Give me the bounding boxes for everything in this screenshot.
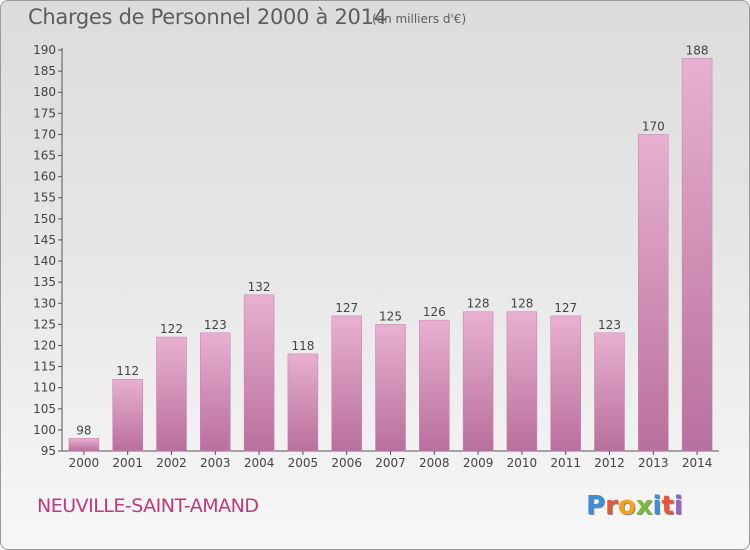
- y-tick-label: 125: [33, 317, 56, 331]
- bar-value-label: 128: [510, 297, 533, 311]
- x-tick-label: 2005: [288, 456, 319, 470]
- x-tick-label: 2010: [507, 456, 538, 470]
- y-tick-label: 155: [33, 191, 56, 205]
- bar-value-label: 123: [204, 318, 227, 332]
- logo-letter: r: [605, 491, 618, 521]
- y-tick-label: 185: [33, 64, 56, 78]
- x-tick-label: 2011: [550, 456, 581, 470]
- x-tick-label: 2008: [419, 456, 450, 470]
- bar-2002: [156, 336, 187, 452]
- commune-name: NEUVILLE-SAINT-AMAND: [37, 495, 259, 517]
- bar-value-label: 170: [642, 119, 665, 133]
- logo-letter: i: [652, 491, 662, 521]
- x-tick-label: 2000: [69, 456, 100, 470]
- bar-2004: [243, 294, 275, 452]
- proxiti-logo[interactable]: Proxiti: [586, 491, 683, 521]
- logo-letter: o: [617, 491, 636, 521]
- y-tick-label: 135: [33, 275, 56, 289]
- y-tick-label: 180: [33, 85, 56, 99]
- bar-value-label: 128: [467, 297, 490, 311]
- x-tick-label: 2013: [638, 456, 669, 470]
- bar-2008: [419, 319, 450, 452]
- x-tick-label: 2006: [331, 456, 362, 470]
- y-tick-label: 110: [33, 381, 56, 395]
- x-tick-label: 2014: [682, 456, 713, 470]
- bar-2003: [200, 332, 231, 452]
- y-tick-label: 165: [33, 149, 56, 163]
- bar-value-label: 127: [335, 301, 358, 315]
- bar-value-label: 125: [379, 309, 402, 323]
- x-tick-label: 2001: [112, 456, 143, 470]
- bar-2011: [550, 315, 581, 452]
- logo-letter: i: [673, 491, 683, 521]
- y-tick-label: 105: [33, 402, 56, 416]
- bar-value-label: 132: [248, 280, 271, 294]
- bar-value-label: 123: [598, 318, 621, 332]
- bar-2010: [506, 311, 538, 452]
- logo-letter: t: [661, 491, 674, 521]
- y-tick-label: 160: [33, 170, 56, 184]
- y-tick-label: 120: [33, 338, 56, 352]
- y-tick-label: 130: [33, 296, 56, 310]
- y-tick-label: 190: [33, 43, 56, 57]
- y-tick-label: 175: [33, 106, 56, 120]
- bar-2013: [638, 134, 669, 452]
- x-tick-label: 2004: [244, 456, 275, 470]
- chart-subtitle: (en milliers d'€): [372, 12, 467, 26]
- bar-value-label: 126: [423, 305, 446, 319]
- y-tick-label: 150: [33, 212, 56, 226]
- bar-2007: [375, 324, 406, 452]
- x-tick-label: 2007: [375, 456, 406, 470]
- bar-2005: [287, 353, 319, 452]
- logo-letter: P: [586, 491, 606, 521]
- y-tick-label: 95: [41, 444, 56, 458]
- bar-value-label: 188: [686, 43, 709, 57]
- y-tick-label: 140: [33, 254, 56, 268]
- bar-2012: [594, 332, 625, 452]
- chart-title: Charges de Personnel 2000 à 2014: [28, 5, 387, 29]
- bar-value-label: 112: [116, 364, 139, 378]
- bar-2014: [681, 58, 713, 452]
- bar-value-label: 118: [291, 339, 314, 353]
- y-tick-label: 115: [33, 360, 56, 374]
- y-tick-label: 170: [33, 127, 56, 141]
- x-tick-label: 2002: [156, 456, 187, 470]
- bar-value-label: 127: [554, 301, 577, 315]
- x-tick-label: 2003: [200, 456, 231, 470]
- x-tick-label: 2009: [463, 456, 494, 470]
- bar-2009: [462, 311, 494, 452]
- bar-value-label: 98: [76, 423, 91, 437]
- bar-2006: [331, 315, 362, 452]
- x-tick-label: 2012: [594, 456, 625, 470]
- bar-2001: [112, 378, 143, 452]
- bar-value-label: 122: [160, 322, 183, 336]
- y-tick-label: 145: [33, 233, 56, 247]
- bar-2000: [68, 438, 100, 452]
- logo-letter: x: [635, 491, 653, 521]
- y-tick-label: 100: [33, 423, 56, 437]
